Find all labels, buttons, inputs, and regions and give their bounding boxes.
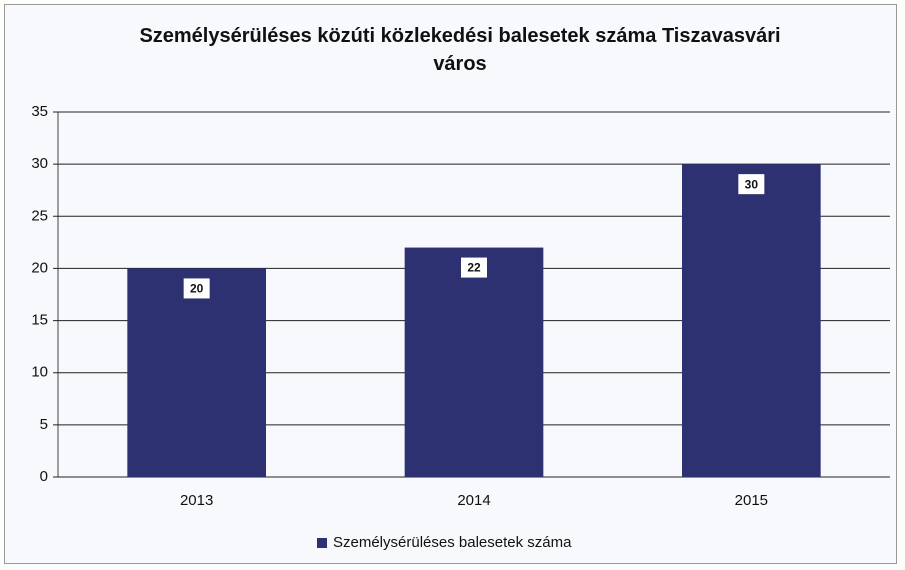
data-label: 30 <box>745 177 759 191</box>
data-label-box <box>461 257 487 278</box>
bar <box>682 164 821 477</box>
y-tick-label: 35 <box>31 103 48 120</box>
y-tick-label: 15 <box>31 312 48 329</box>
data-label: 20 <box>190 282 204 296</box>
y-tick-label: 5 <box>40 416 48 433</box>
y-tick-label: 30 <box>31 155 48 172</box>
y-tick-label: 20 <box>31 259 48 276</box>
legend-label: Személysérüléses balesetek száma <box>333 534 572 551</box>
data-label-box <box>183 278 210 299</box>
bar <box>404 247 544 477</box>
y-tick-label: 25 <box>31 207 48 224</box>
x-tick-label: 2014 <box>457 492 490 509</box>
x-tick-label: 2013 <box>180 492 213 509</box>
legend-swatch <box>317 538 327 548</box>
data-label: 22 <box>467 261 481 275</box>
y-tick-label: 0 <box>40 468 48 485</box>
x-tick-label: 2015 <box>735 492 768 509</box>
bar <box>127 268 266 477</box>
data-label-box <box>738 174 765 195</box>
y-tick-label: 10 <box>31 364 48 381</box>
chart-title: Személysérüléses közúti közlekedési bale… <box>139 25 781 75</box>
